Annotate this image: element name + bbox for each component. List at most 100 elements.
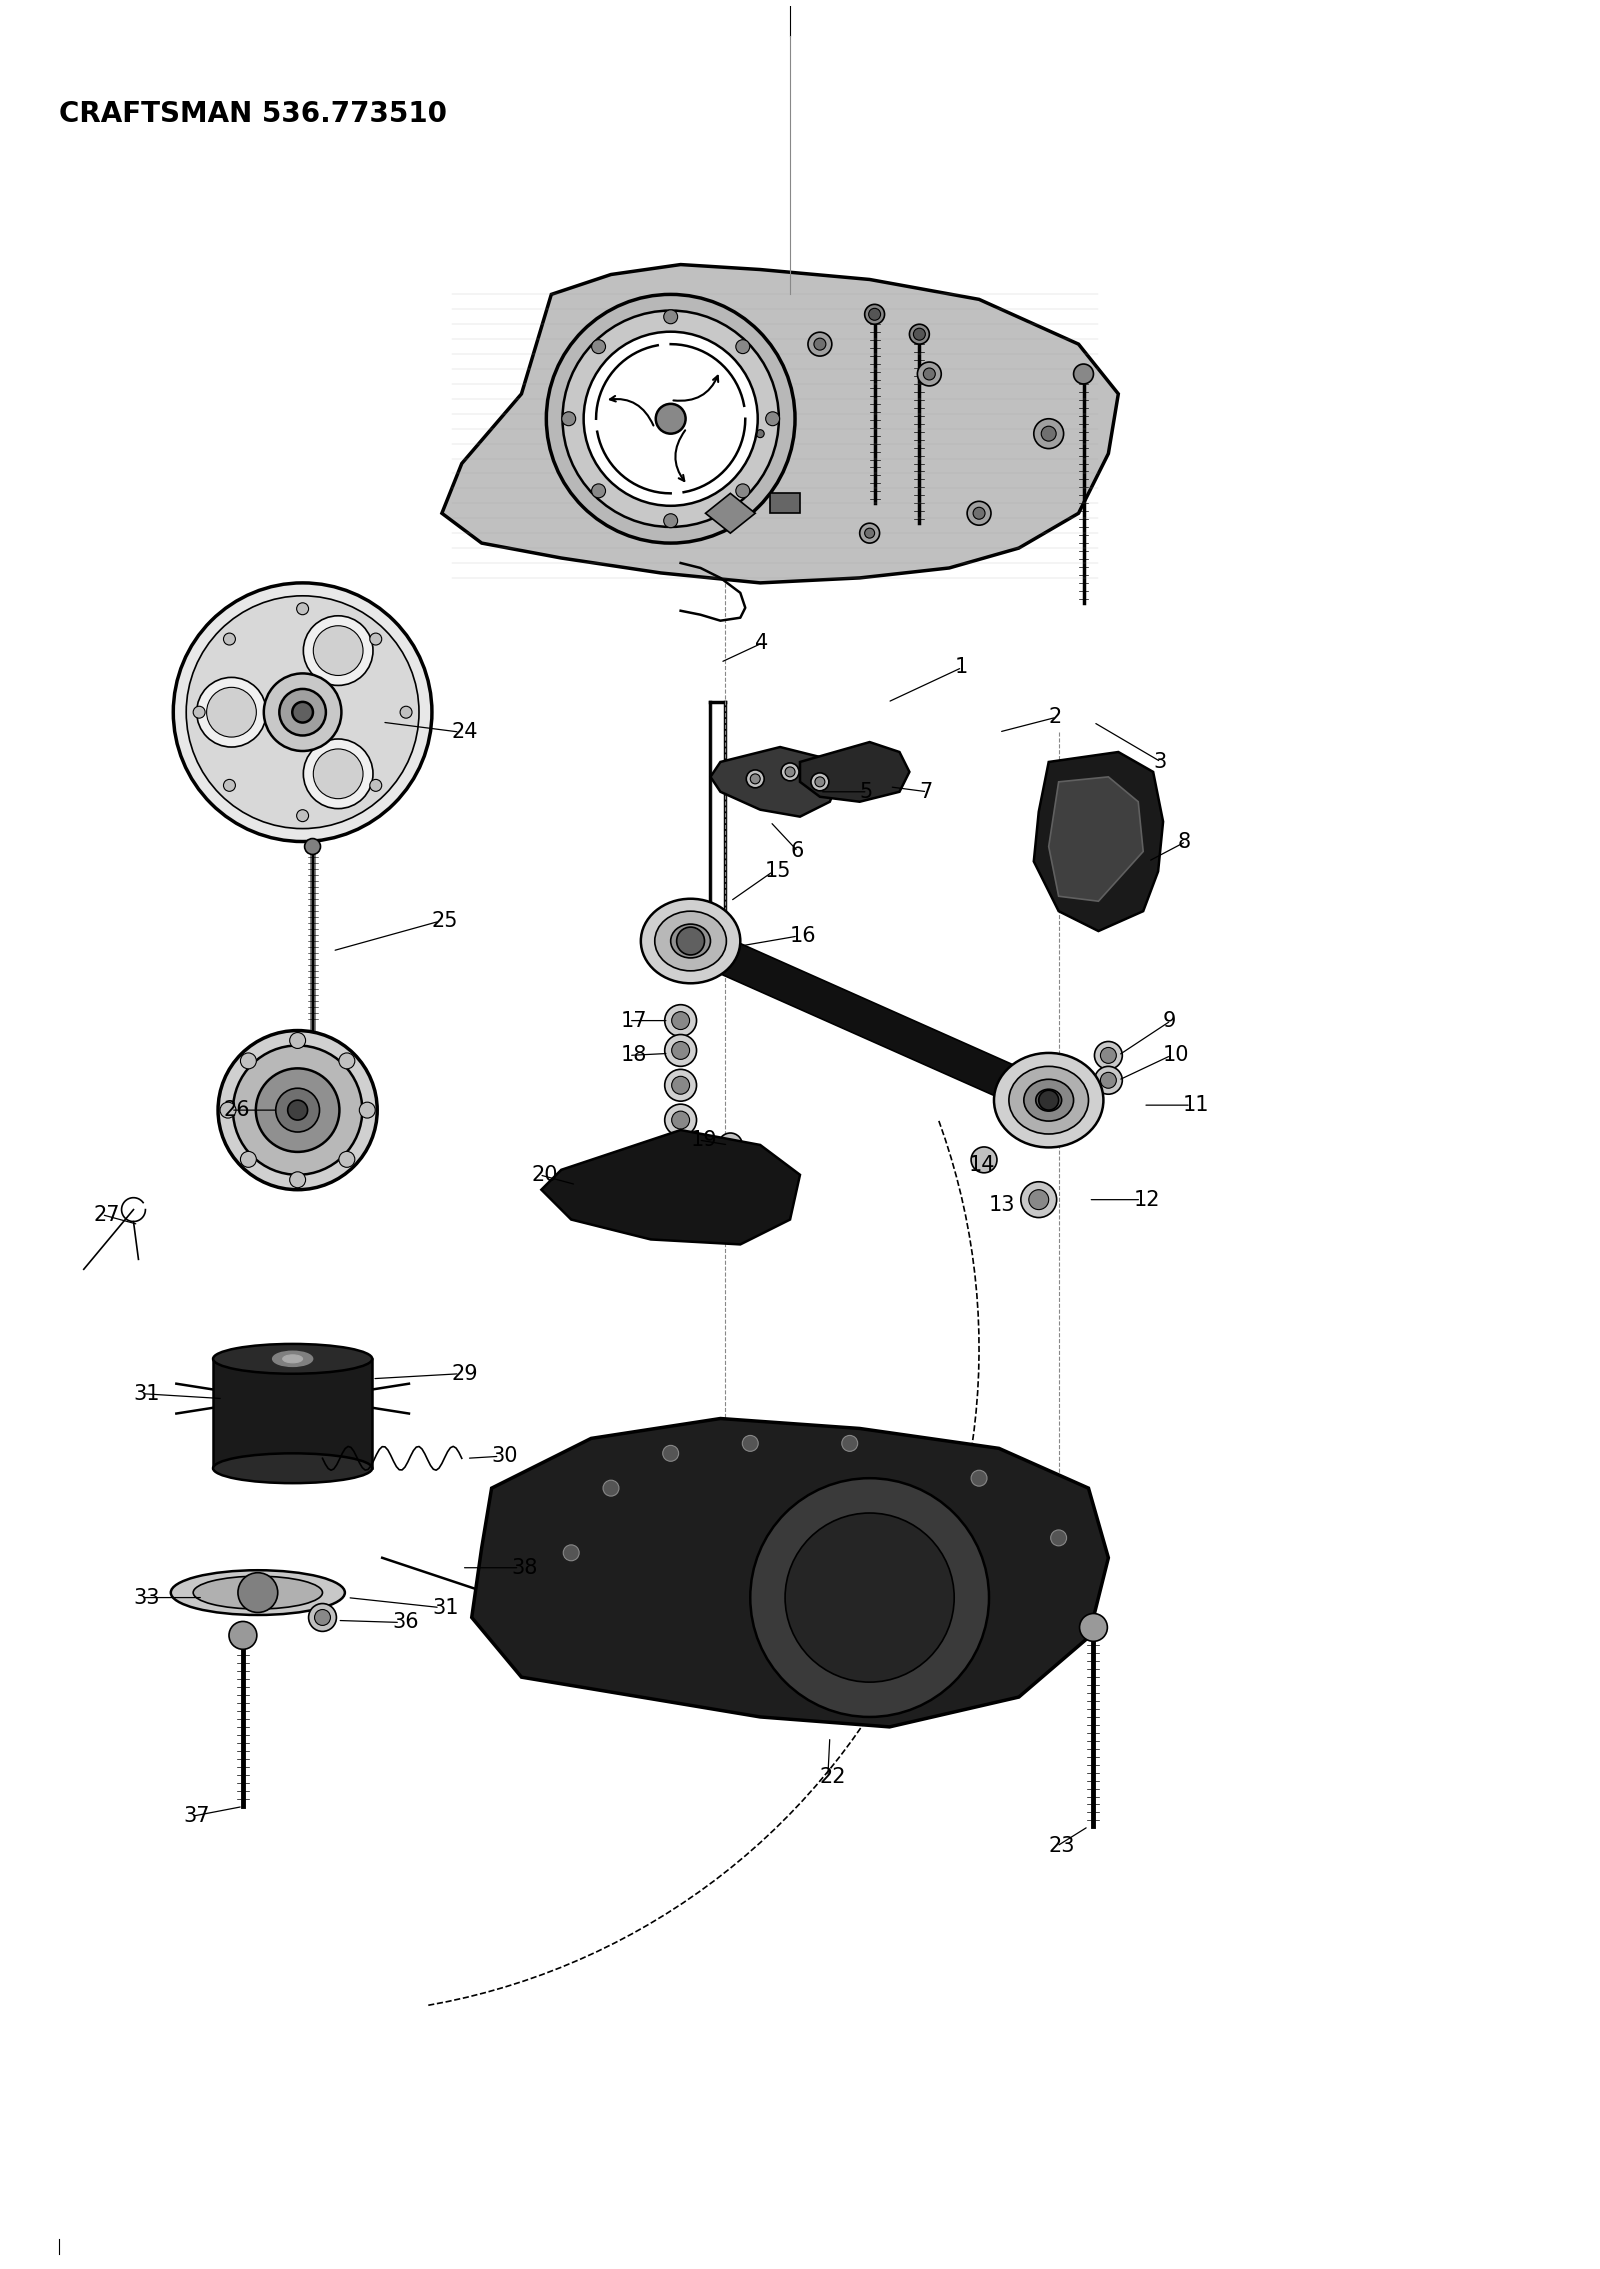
Circle shape xyxy=(1051,1529,1067,1545)
Text: 10: 10 xyxy=(1163,1046,1189,1066)
Circle shape xyxy=(592,340,605,354)
Circle shape xyxy=(814,338,826,349)
Circle shape xyxy=(173,583,432,842)
Polygon shape xyxy=(706,492,755,533)
Circle shape xyxy=(304,840,320,855)
Circle shape xyxy=(275,1089,320,1132)
Text: CRAFTSMAN 536.773510: CRAFTSMAN 536.773510 xyxy=(59,100,446,129)
Polygon shape xyxy=(1034,751,1163,930)
Circle shape xyxy=(971,1470,987,1486)
Ellipse shape xyxy=(272,1352,312,1366)
Circle shape xyxy=(370,633,382,644)
Circle shape xyxy=(314,626,363,676)
Circle shape xyxy=(400,706,413,719)
Text: 9: 9 xyxy=(1163,1010,1176,1030)
Circle shape xyxy=(256,1069,339,1153)
Text: 18: 18 xyxy=(621,1046,648,1066)
Text: 30: 30 xyxy=(491,1445,518,1466)
Circle shape xyxy=(917,363,941,386)
Text: 31: 31 xyxy=(133,1384,160,1405)
Text: 38: 38 xyxy=(512,1559,538,1577)
Ellipse shape xyxy=(654,912,726,971)
Circle shape xyxy=(1021,1182,1056,1218)
Circle shape xyxy=(736,340,750,354)
Circle shape xyxy=(206,688,256,737)
Circle shape xyxy=(746,769,765,787)
Circle shape xyxy=(656,404,685,433)
Ellipse shape xyxy=(213,1454,373,1484)
Text: 33: 33 xyxy=(133,1588,160,1606)
Polygon shape xyxy=(213,1359,373,1468)
Circle shape xyxy=(923,368,936,379)
Circle shape xyxy=(971,1146,997,1173)
Circle shape xyxy=(664,513,678,529)
Text: 3: 3 xyxy=(1154,751,1166,771)
Circle shape xyxy=(562,411,576,427)
Text: 24: 24 xyxy=(451,722,478,742)
Text: 36: 36 xyxy=(392,1613,419,1631)
Circle shape xyxy=(664,1035,696,1066)
Polygon shape xyxy=(541,1130,800,1243)
Circle shape xyxy=(360,1103,376,1119)
Circle shape xyxy=(1080,1613,1107,1640)
Circle shape xyxy=(1042,427,1056,440)
Circle shape xyxy=(315,1609,331,1625)
Circle shape xyxy=(339,1150,355,1166)
Circle shape xyxy=(786,767,795,776)
Circle shape xyxy=(842,1436,858,1452)
Circle shape xyxy=(973,508,986,520)
Ellipse shape xyxy=(642,899,741,982)
Circle shape xyxy=(221,1103,235,1119)
Polygon shape xyxy=(770,492,800,513)
Text: 8: 8 xyxy=(1178,830,1190,851)
Text: 31: 31 xyxy=(432,1597,459,1618)
Circle shape xyxy=(229,1622,258,1650)
Circle shape xyxy=(592,483,605,497)
Text: 13: 13 xyxy=(989,1196,1016,1214)
Text: 16: 16 xyxy=(790,926,816,946)
Circle shape xyxy=(672,1012,690,1030)
Circle shape xyxy=(859,524,880,542)
Text: 37: 37 xyxy=(184,1806,210,1827)
Circle shape xyxy=(808,331,832,356)
Ellipse shape xyxy=(1010,1066,1088,1134)
Circle shape xyxy=(909,324,930,345)
Circle shape xyxy=(339,1053,355,1069)
Circle shape xyxy=(296,604,309,615)
Circle shape xyxy=(693,465,709,481)
Circle shape xyxy=(288,1100,307,1121)
Text: 19: 19 xyxy=(691,1130,717,1150)
Circle shape xyxy=(696,470,704,476)
Circle shape xyxy=(1101,1048,1117,1064)
Circle shape xyxy=(664,1069,696,1100)
Polygon shape xyxy=(472,1418,1109,1727)
Text: 20: 20 xyxy=(531,1164,558,1184)
Circle shape xyxy=(1094,1041,1122,1069)
Ellipse shape xyxy=(213,1343,373,1373)
Circle shape xyxy=(290,1171,306,1187)
Circle shape xyxy=(914,329,925,340)
Text: 6: 6 xyxy=(790,842,803,862)
Circle shape xyxy=(314,749,363,799)
Circle shape xyxy=(662,1445,678,1461)
Circle shape xyxy=(742,1436,758,1452)
Polygon shape xyxy=(442,265,1118,583)
Circle shape xyxy=(1074,363,1093,383)
Circle shape xyxy=(766,411,779,427)
Circle shape xyxy=(240,1150,256,1166)
Circle shape xyxy=(672,1041,690,1060)
Circle shape xyxy=(664,1105,696,1137)
Circle shape xyxy=(563,311,779,526)
Circle shape xyxy=(1029,1189,1048,1209)
Circle shape xyxy=(224,633,235,644)
Circle shape xyxy=(296,810,309,821)
Text: 7: 7 xyxy=(920,783,933,801)
Ellipse shape xyxy=(670,923,710,958)
Circle shape xyxy=(672,1076,690,1094)
Circle shape xyxy=(1038,1089,1059,1110)
Polygon shape xyxy=(800,742,909,801)
Circle shape xyxy=(1101,1073,1117,1089)
Ellipse shape xyxy=(994,1053,1104,1148)
Polygon shape xyxy=(710,747,840,817)
Text: 29: 29 xyxy=(451,1364,478,1384)
